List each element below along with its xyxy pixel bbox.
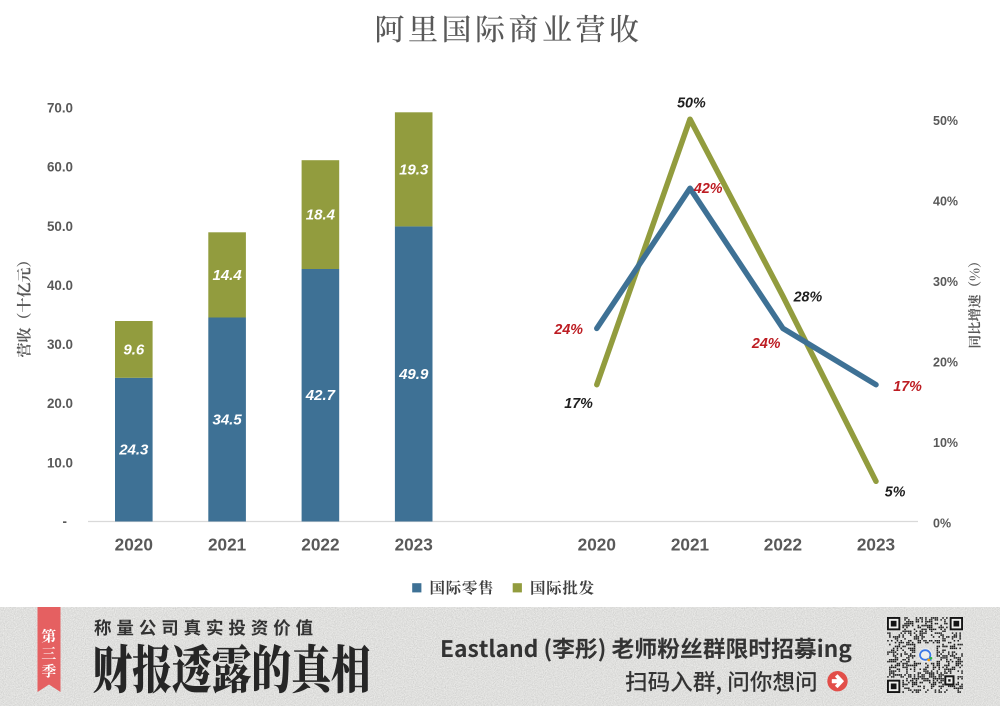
svg-text:70.0: 70.0 [47,101,73,116]
svg-text:40%: 40% [933,195,958,209]
svg-text:14.4: 14.4 [212,267,242,284]
svg-text:2023: 2023 [395,535,433,555]
svg-text:50%: 50% [677,96,706,112]
svg-text:17%: 17% [893,379,922,395]
svg-text:20%: 20% [933,355,958,369]
svg-text:60.0: 60.0 [47,160,73,175]
svg-text:2020: 2020 [578,535,616,555]
svg-text:50%: 50% [933,114,958,128]
svg-text:10.0: 10.0 [47,455,73,470]
svg-text:9.6: 9.6 [123,341,145,358]
svg-text:30.0: 30.0 [47,337,73,352]
svg-text:17%: 17% [564,396,593,412]
svg-text:24.3: 24.3 [118,442,149,459]
svg-text:18.4: 18.4 [306,207,336,224]
svg-text:2022: 2022 [764,535,802,555]
svg-text:49.9: 49.9 [398,366,429,383]
svg-text:2023: 2023 [857,535,895,555]
svg-text:42.7: 42.7 [305,387,336,404]
svg-text:24%: 24% [751,336,781,352]
svg-text:19.3: 19.3 [399,161,429,178]
svg-text:2021: 2021 [208,535,247,555]
svg-text:42%: 42% [693,181,723,197]
svg-text:-: - [63,514,67,529]
svg-text:24%: 24% [553,322,583,338]
svg-text:5%: 5% [885,484,906,500]
svg-text:50.0: 50.0 [47,219,73,234]
svg-text:34.5: 34.5 [212,412,242,429]
svg-text:2022: 2022 [301,535,339,555]
svg-text:28%: 28% [793,289,823,305]
svg-text:30%: 30% [933,275,958,289]
svg-text:2020: 2020 [115,535,153,555]
svg-text:2021: 2021 [671,535,710,555]
svg-text:20.0: 20.0 [47,396,73,411]
svg-text:40.0: 40.0 [47,278,73,293]
svg-text:10%: 10% [933,436,958,450]
svg-text:0%: 0% [933,516,951,530]
